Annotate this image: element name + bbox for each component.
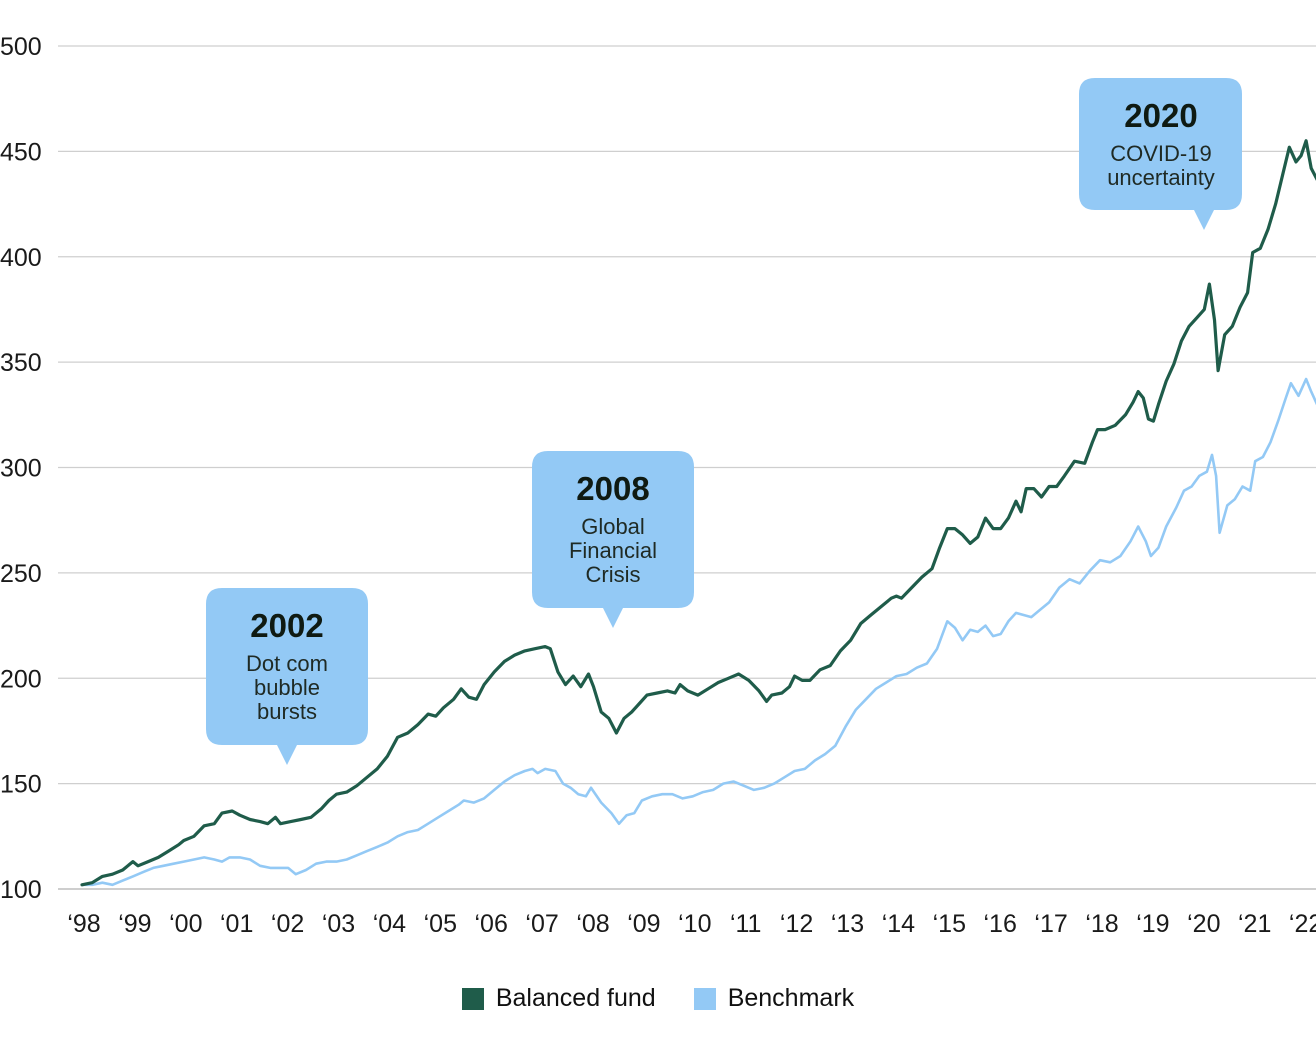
y-tick-label: 300 (0, 455, 42, 483)
x-tick-label: ‘99 (118, 910, 151, 938)
x-tick-label: ‘13 (831, 910, 864, 938)
x-tick-label: ‘21 (1238, 910, 1271, 938)
x-tick-label: ‘12 (780, 910, 813, 938)
annotation-2002: 2002 Dot com bubble bursts (206, 588, 368, 765)
x-tick-label: ‘08 (576, 910, 609, 938)
x-tick-label: ‘06 (475, 910, 508, 938)
callout-year-2008: 2008 (576, 470, 649, 507)
x-tick-label: ‘16 (984, 910, 1017, 938)
y-tick-label: 350 (0, 349, 42, 377)
callout-line: bursts (257, 699, 317, 724)
callout-bubble-2020 (1079, 78, 1242, 230)
x-tick-label: ‘18 (1085, 910, 1118, 938)
legend-swatch (693, 987, 716, 1010)
annotation-2020: 2020 COVID-19 uncertainty (1079, 78, 1242, 230)
x-tick-label: ‘17 (1034, 910, 1067, 938)
callout-line: bubble (254, 675, 320, 700)
y-tick-label: 200 (0, 665, 42, 693)
y-tick-label: 500 (0, 33, 42, 61)
x-tick-label: ‘10 (678, 910, 711, 938)
x-tick-label: ‘00 (169, 910, 202, 938)
legend-item-benchmark: Benchmark (693, 984, 855, 1013)
series-line-benchmark (80, 377, 1316, 887)
series-line-balanced-fund (80, 139, 1316, 887)
x-axis-ticks: ‘98 ‘99 ‘00 ‘01 ‘02 ‘03 ‘04 ‘05 ‘06 ‘07 ‘08 ‘09 ‘10 ‘… (67, 910, 1316, 938)
x-tick-label: ‘09 (627, 910, 660, 938)
legend-swatch (461, 987, 484, 1010)
y-axis-ticks: 100 150 200 250 300 350 400 450 500 (0, 33, 42, 904)
y-tick-label: 250 (0, 560, 42, 588)
callout-line: Financial (569, 538, 657, 563)
callout-line: COVID-19 (1110, 141, 1211, 166)
callout-bubble-2002 (206, 588, 368, 765)
callout-line: Dot com (246, 651, 328, 676)
callout-year-2020: 2020 (1124, 97, 1197, 134)
x-tick-label: ‘19 (1136, 910, 1169, 938)
y-tick-label: 100 (0, 876, 42, 904)
y-tick-label: 450 (0, 138, 42, 166)
callout-bubble-2008 (532, 451, 694, 628)
x-tick-label: ‘22 (1289, 910, 1316, 938)
x-tick-label: ‘05 (424, 910, 457, 938)
callout-line: Global (581, 514, 645, 539)
legend: Balanced fund Benchmark (0, 984, 1316, 1013)
y-tick-label: 150 (0, 771, 42, 799)
x-tick-label: ‘15 (933, 910, 966, 938)
x-tick-label: ‘98 (67, 910, 100, 938)
callout-line: Crisis (586, 562, 641, 587)
x-tick-label: ‘20 (1187, 910, 1220, 938)
x-tick-label: ‘02 (271, 910, 304, 938)
x-tick-label: ‘14 (882, 910, 915, 938)
callout-year-2002: 2002 (250, 607, 323, 644)
legend-label: Benchmark (727, 984, 855, 1012)
legend-label: Balanced fund (495, 984, 656, 1012)
legend-item-balanced-fund: Balanced fund (461, 984, 656, 1013)
x-tick-label: ‘04 (373, 910, 406, 938)
x-tick-label: ‘03 (322, 910, 355, 938)
x-tick-label: ‘07 (525, 910, 558, 938)
callout-line: uncertainty (1107, 165, 1215, 190)
x-tick-label: ‘01 (220, 910, 253, 938)
series-lines (80, 139, 1316, 887)
annotation-2008: 2008 Global Financial Crisis (532, 451, 694, 628)
x-tick-label: ‘11 (730, 910, 762, 938)
y-tick-label: 400 (0, 244, 42, 272)
